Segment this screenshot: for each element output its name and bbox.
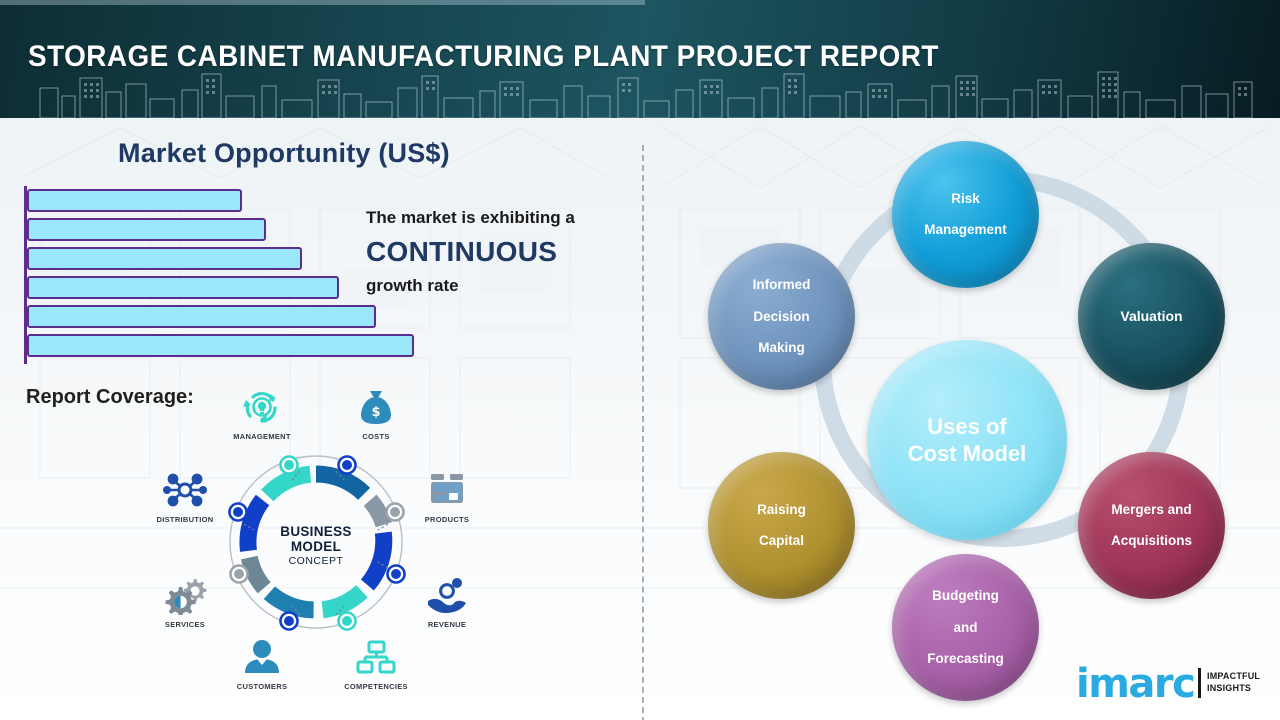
chart-y-axis <box>24 186 27 364</box>
node-line-2: Decision <box>753 308 810 324</box>
icon-label-customers: CUSTOMERS <box>236 682 288 691</box>
money-bag-icon: $ <box>358 388 394 431</box>
icon-label-revenue: REVENUE <box>427 620 467 629</box>
left-panel-title: Market Opportunity (US$) <box>118 138 450 168</box>
city-skyline-graphic <box>39 71 1253 118</box>
package-box-icon <box>427 472 467 511</box>
logo-wordmark: imarc <box>1076 661 1196 707</box>
table-row <box>27 334 414 357</box>
table-row <box>27 305 376 328</box>
node-line-2: Acquisitions <box>1110 533 1192 549</box>
table-row <box>27 247 302 270</box>
node-line-2: Capital <box>758 533 804 549</box>
node-line-3: Forecasting <box>927 651 1004 667</box>
node-line-3: Making <box>758 340 805 356</box>
market-opportunity-bar-chart <box>24 186 444 364</box>
blurb-line-2: CONTINUOUS <box>366 236 558 267</box>
blurb-line-3: growth rate <box>366 276 459 295</box>
uses-of-cost-model-diagram: Risk Management Valuation Mergers and Ac… <box>644 118 1280 720</box>
growth-blurb: The market is exhibiting a CONTINUOUS gr… <box>366 204 636 300</box>
table-row <box>27 189 242 212</box>
icon-label-distribution: DISTRIBUTION <box>156 515 214 524</box>
svg-text:$: $ <box>371 405 380 420</box>
table-row <box>27 276 339 299</box>
center-line-1: Uses of <box>927 413 1007 439</box>
business-model-center-text: BUSINESS MODEL CONCEPT <box>246 524 386 567</box>
center-line-2: Cost Model <box>907 441 1027 466</box>
page-title: STORAGE CABINET MANUFACTURING PLANT PROJ… <box>28 40 939 73</box>
node-line-1: Raising <box>757 501 806 517</box>
logo-separator <box>1198 668 1201 698</box>
cycle-node-mergers-acquisitions[interactable]: Mergers and Acquisitions <box>1078 452 1225 599</box>
icon-label-management: MANAGEMENT <box>233 432 291 441</box>
node-line-1: Budgeting <box>932 587 999 603</box>
cycle-node-raising-capital[interactable]: Raising Capital <box>708 452 855 599</box>
logo-tagline: IMPACTFUL INSIGHTS <box>1207 670 1260 694</box>
node-line-1: Valuation <box>1120 308 1183 325</box>
logo-tagline-line-2: INSIGHTS <box>1207 683 1252 693</box>
node-line-1: Mergers and <box>1111 501 1192 517</box>
cycle-center-node: Uses of Cost Model <box>867 340 1067 540</box>
node-line-1: Risk <box>951 190 980 206</box>
bm-line-1: BUSINESS <box>280 524 352 539</box>
cycle-node-informed-decision-making[interactable]: Informed Decision Making <box>708 243 855 390</box>
business-model-diagram: BUSINESS MODEL CONCEPT MANAGEMENT $ COST… <box>150 372 490 702</box>
cycle-node-budgeting-forecasting[interactable]: Budgeting and Forecasting <box>892 554 1039 701</box>
network-nodes-icon <box>163 472 207 513</box>
header-banner: STORAGE CABINET MANUFACTURING PLANT PROJ… <box>0 0 1280 118</box>
header-top-sheen <box>0 0 645 5</box>
person-icon <box>243 640 281 679</box>
table-row <box>27 218 266 241</box>
bm-line-3: CONCEPT <box>288 555 344 567</box>
recycle-bulb-icon <box>242 388 282 431</box>
imarc-logo: imarc IMPACTFUL INSIGHTS <box>1076 662 1272 708</box>
panel-divider <box>642 145 644 720</box>
report-coverage-label: Report Coverage: <box>26 386 194 408</box>
icon-label-products: PRODUCTS <box>424 515 470 524</box>
hand-coins-icon <box>426 577 468 620</box>
icon-label-services: SERVICES <box>164 620 206 629</box>
org-chart-icon <box>356 640 396 679</box>
blurb-line-1: The market is exhibiting a <box>366 208 575 227</box>
cycle-node-valuation[interactable]: Valuation <box>1078 243 1225 390</box>
node-line-2: and <box>953 619 978 635</box>
node-line-2: Management <box>924 222 1007 238</box>
icon-label-costs: COSTS <box>362 432 390 441</box>
logo-tagline-line-1: IMPACTFUL <box>1207 671 1261 681</box>
gears-icon <box>163 577 207 620</box>
cycle-node-risk-management[interactable]: Risk Management <box>892 141 1039 288</box>
bm-line-2: MODEL <box>290 539 342 554</box>
node-line-1: Informed <box>752 276 811 292</box>
icon-label-competencies: COMPETENCIES <box>344 682 408 691</box>
business-model-wheel-graphic <box>228 455 406 631</box>
